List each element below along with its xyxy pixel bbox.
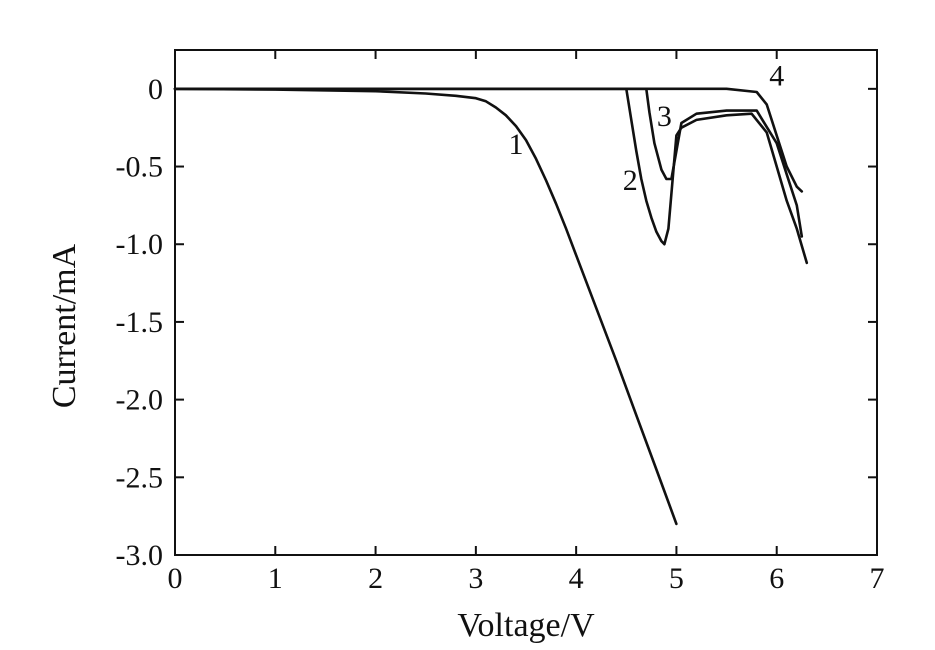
curve-label-2: 2 [623, 164, 638, 197]
curve-label-1: 1 [508, 128, 523, 161]
y-tick-label: -0.5 [116, 151, 164, 184]
plot-border [174, 49, 878, 556]
series-line-2 [173, 87, 809, 265]
curve-label-4: 4 [769, 60, 784, 93]
series-line-3 [173, 87, 804, 238]
x-tick-label: 3 [468, 562, 483, 595]
y-tick-label: 0 [148, 73, 163, 106]
x-tick-label: 1 [268, 562, 283, 595]
y-tick-label: -1.5 [116, 306, 164, 339]
x-axis-title: Voltage/V [457, 607, 595, 644]
x-tick-label: 6 [769, 562, 784, 595]
x-tick-label: 0 [168, 562, 183, 595]
curve-labels: 1 23 4 [508, 60, 784, 197]
y-tick-label: -3.0 [116, 539, 164, 572]
y-tick-label: -2.5 [116, 461, 164, 494]
series-layer [173, 87, 809, 526]
x-tick-label: 2 [368, 562, 383, 595]
y-axis: 0 -0.5 -1.0 -1.5 -2.0 -2.5 -3.0 [116, 73, 877, 572]
series-line-4 [173, 87, 804, 193]
x-tick-label: 5 [669, 562, 684, 595]
curve-label-3: 3 [657, 100, 672, 133]
series-line-1 [173, 87, 678, 526]
plot-frame [174, 49, 878, 556]
y-axis-title: Current/mA [46, 243, 83, 408]
x-tick-label: 4 [569, 562, 584, 595]
x-tick-label: 7 [870, 562, 885, 595]
y-tick-label: -2.0 [116, 384, 164, 417]
y-tick-label: -1.0 [116, 228, 164, 261]
